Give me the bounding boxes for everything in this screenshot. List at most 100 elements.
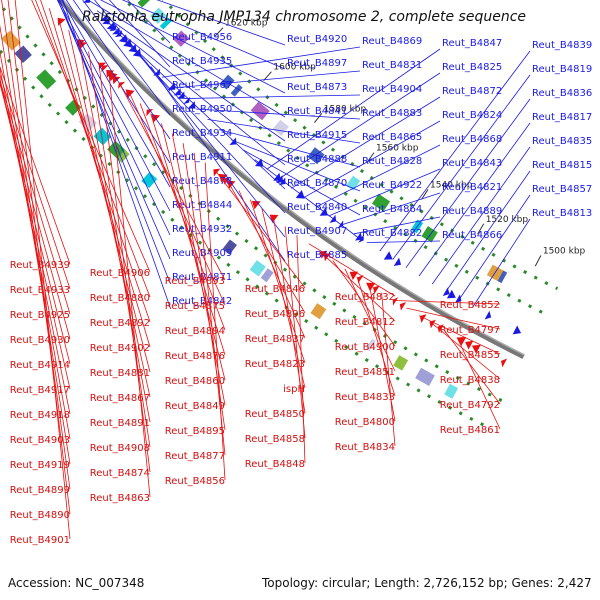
- leader-line: [35, 0, 151, 298]
- gene-label-reverse: Reut_B4919: [10, 460, 70, 471]
- track-guide-dotted: [0, 2, 503, 402]
- gene-arrow-reverse: [112, 76, 121, 85]
- gene-label-reverse: Reut_B4890: [10, 510, 70, 521]
- scale-tick-mark: [263, 71, 272, 82]
- feature-block: [371, 193, 391, 212]
- feature-block: [497, 270, 508, 284]
- scale-tick-label: 1520 kbp: [486, 215, 529, 225]
- gene-label-reverse: Reut_B4892: [90, 318, 150, 329]
- leader-line: [150, 66, 286, 262]
- gene-arrow-reverse: [456, 336, 467, 346]
- leader-line: [0, 77, 71, 390]
- gene-label-forward: Reut_B4883: [362, 108, 422, 119]
- leader-line: [193, 152, 226, 456]
- gene-label-forward: Reut_B4839: [532, 40, 592, 51]
- feature-block: [172, 30, 190, 47]
- gene-label-reverse: Reut_B4906: [90, 268, 150, 279]
- leader-line: [418, 122, 531, 277]
- scale-tick-label: 1540 kbp: [430, 180, 473, 190]
- leader-line: [249, 199, 306, 364]
- gene-label-reverse: Reut_B4876: [165, 351, 225, 362]
- gene-label-reverse: Reut_B4908: [90, 443, 150, 454]
- gene-label-forward: Reut_B4935: [172, 56, 232, 67]
- gene-label-forward: Reut_B4813: [532, 208, 592, 219]
- leader-line: [68, 29, 151, 398]
- gene-label-reverse: Reut_B4880: [90, 293, 150, 304]
- gene-arrow-reverse: [392, 297, 399, 306]
- feature-block: [421, 226, 438, 243]
- feature-block: [14, 45, 32, 64]
- gene-label-reverse: Reut_B4899: [10, 485, 70, 496]
- feature-block: [36, 69, 57, 90]
- gene-label-forward: Reut_B4911: [172, 152, 232, 163]
- gene-arrow-forward: [383, 251, 393, 260]
- gene-label-reverse: Reut_B4797: [440, 325, 500, 336]
- feature-block: [250, 101, 270, 121]
- leader-line: [96, 10, 286, 142]
- gene-arrow-reverse: [101, 65, 109, 73]
- gene-label-forward: Reut_B4817: [532, 112, 592, 123]
- leader-line: [184, 94, 361, 99]
- gene-arrow-reverse: [323, 252, 331, 262]
- gene-label-forward: Reut_B4836: [532, 88, 592, 99]
- gene-label-forward: Reut_B4956: [172, 32, 232, 43]
- gene-arrow-reverse: [251, 200, 261, 210]
- gene-label-forward: Reut_B4882: [362, 228, 422, 239]
- leader-line: [150, 113, 226, 356]
- leader-line: [14, 0, 71, 540]
- gene-label-reverse: Reut_B4838: [440, 375, 500, 386]
- gene-label-reverse: Reut_B4812: [335, 317, 395, 328]
- leader-line: [56, 0, 171, 236]
- gene-label-reverse: Reut_B4891: [90, 418, 150, 429]
- gene-arrow-reverse: [373, 285, 380, 295]
- feature-block: [415, 367, 435, 387]
- gene-label-reverse: Reut_B4861: [440, 425, 500, 436]
- gene-label-forward: Reut_B4873: [287, 82, 347, 93]
- gene-label-reverse: Reut_B4918: [10, 410, 70, 421]
- gene-arrow-forward: [109, 24, 117, 32]
- gene-label-reverse: Reut_B4856: [165, 476, 225, 487]
- leader-line: [278, 72, 441, 180]
- leader-line: [31, 0, 151, 273]
- chromosome-backbone-highlight: [62, 0, 525, 356]
- gene-arrow-forward: [112, 27, 120, 35]
- leader-line: [57, 0, 171, 260]
- leader-line: [394, 300, 501, 305]
- gene-arrow-forward: [187, 101, 196, 109]
- gene-label-reverse: Reut_B4848: [245, 459, 305, 470]
- track-guide-dotted: [161, 0, 559, 291]
- leader-line: [7, 0, 71, 515]
- gene-label-forward: Reut_B4920: [287, 34, 347, 45]
- gene-arrow-reverse: [227, 181, 236, 189]
- scale-tick-label: 1580 kbp: [324, 104, 367, 114]
- gene-label-reverse: Reut_B4849: [165, 401, 225, 412]
- gene-arrow-forward: [358, 234, 364, 243]
- gene-label-reverse: Reut_B4933: [10, 285, 70, 296]
- leader-line: [381, 292, 396, 447]
- gene-label-forward: Reut_B4819: [532, 64, 592, 75]
- gene-label-reverse: Reut_B4925: [10, 310, 70, 321]
- gene-label-reverse: Reut_B4834: [335, 442, 395, 453]
- track-guides: [0, 0, 559, 429]
- gene-label-forward: Reut_B4888: [287, 154, 347, 165]
- gene-label-reverse: Reut_B4895: [165, 426, 225, 437]
- gene-arrow-reverse: [57, 17, 66, 26]
- leader-line: [72, 0, 171, 140]
- gene-label-reverse: Reut_B4823: [245, 359, 305, 370]
- accession-text: Accession: NC_007348: [8, 576, 145, 590]
- leader-line: [78, 40, 151, 423]
- scale-tick-mark: [421, 189, 429, 200]
- gene-label-forward: Reut_B4907: [287, 226, 347, 237]
- gene-label-forward: Reut_B4870: [287, 178, 347, 189]
- feature-block: [150, 7, 167, 25]
- gene-arrow-reverse: [465, 340, 474, 350]
- leader-line: [296, 235, 306, 464]
- leader-line: [406, 307, 501, 330]
- gene-label-forward: Reut_B4868: [442, 134, 502, 145]
- gene-label-reverse: Reut_B4837: [245, 334, 305, 345]
- gene-label-reverse: Reut_B4893: [165, 276, 225, 287]
- gene-label-forward: Reut_B4897: [287, 58, 347, 69]
- leader-line: [171, 133, 226, 406]
- gene-label-forward: Reut_B4915: [287, 130, 347, 141]
- gene-arrow-reverse: [127, 91, 135, 99]
